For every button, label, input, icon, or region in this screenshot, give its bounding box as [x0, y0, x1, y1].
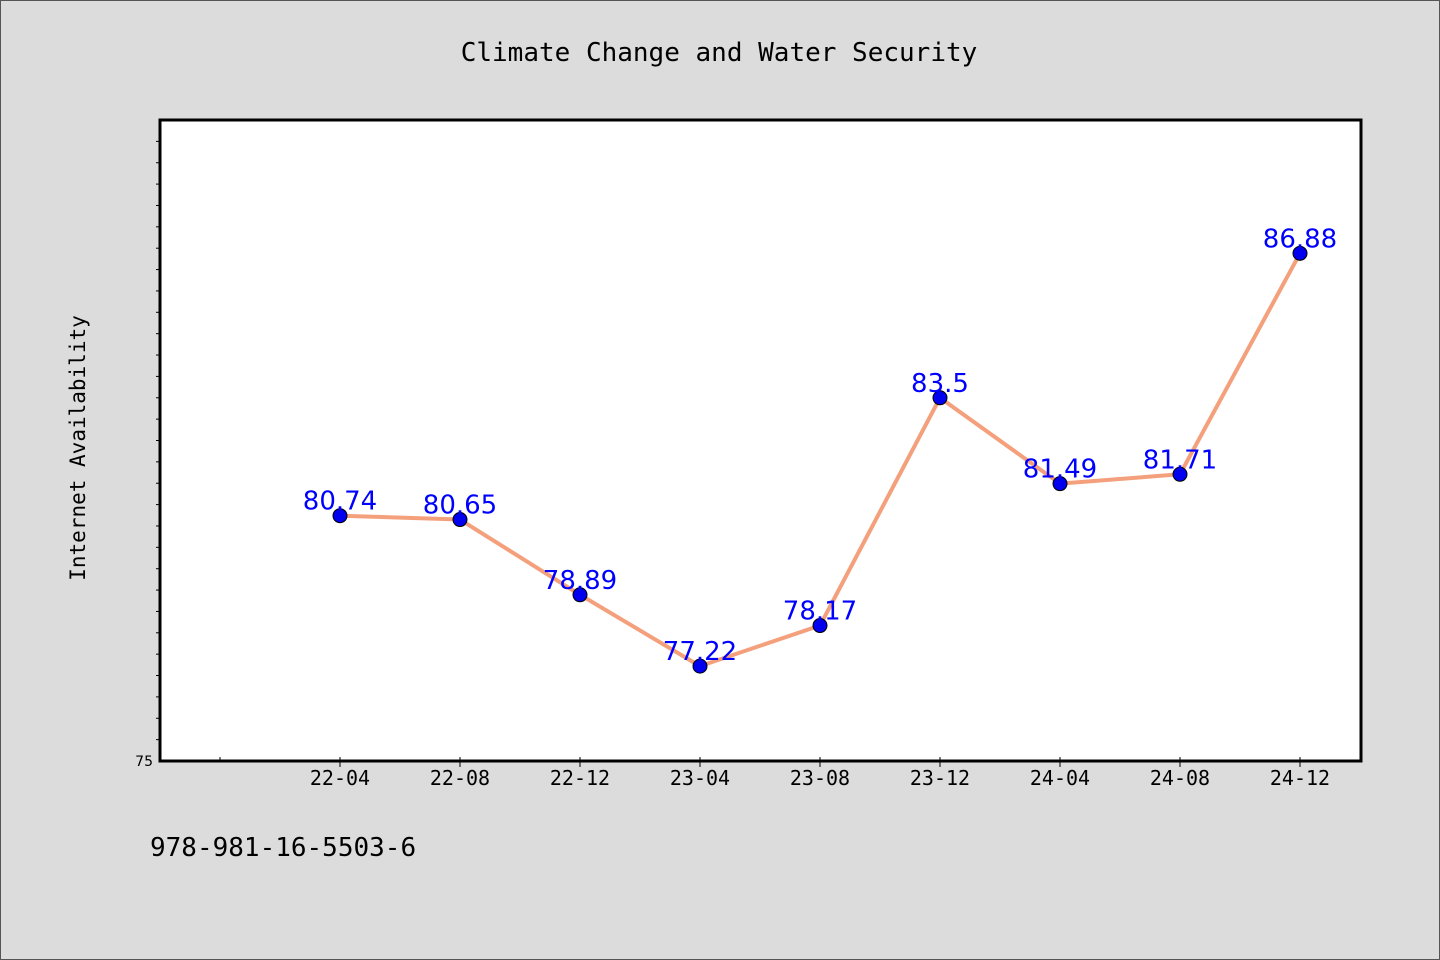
data-point — [692, 658, 708, 674]
data-labels-group: 80.74 80.65 78.89 77.22 78.17 83.5 81.49 81.71 8… — [303, 224, 1337, 667]
x-tick-label: 23-04 — [670, 766, 730, 790]
y-tick-label: 75 — [135, 754, 153, 770]
chart-title: Climate Change and Water Security — [461, 38, 978, 68]
data-point — [932, 390, 948, 406]
data-point — [1172, 466, 1188, 482]
data-point — [452, 512, 468, 528]
x-tick-label: 24-04 — [1030, 766, 1090, 790]
data-point — [1292, 245, 1308, 261]
y-axis-ticks: 75 — [135, 140, 161, 770]
data-point — [332, 508, 348, 524]
data-label: 81.49 — [1023, 455, 1097, 485]
data-label: 78.89 — [543, 566, 617, 596]
x-tick-label: 22-08 — [430, 766, 490, 790]
x-tick-label: 23-12 — [910, 766, 970, 790]
x-tick-label: 24-12 — [1270, 766, 1330, 790]
data-label: 80.65 — [423, 491, 497, 521]
markers-group — [332, 245, 1308, 674]
x-tick-label: 22-04 — [310, 766, 370, 790]
y-axis-label: Internet Availability — [66, 315, 90, 581]
data-label: 78.17 — [783, 597, 857, 627]
x-tick-label: 22-12 — [550, 766, 610, 790]
plot-area — [158, 118, 1363, 763]
data-label: 77.22 — [663, 637, 737, 667]
x-tick-label: 24-08 — [1150, 766, 1210, 790]
data-label: 80.74 — [303, 487, 377, 517]
x-tick-label: 23-08 — [790, 766, 850, 790]
isbn-text: 978-981-16-5503-6 — [150, 833, 417, 863]
data-label: 83.5 — [911, 369, 969, 399]
data-label: 81.71 — [1143, 445, 1217, 475]
data-label: 86.88 — [1263, 224, 1337, 254]
x-axis-ticks: 22-04 22-08 22-12 23-04 23-08 23-12 24-04 24-08… — [219, 757, 1330, 790]
data-point — [572, 587, 588, 603]
data-point — [1052, 476, 1068, 492]
data-point — [812, 618, 828, 634]
